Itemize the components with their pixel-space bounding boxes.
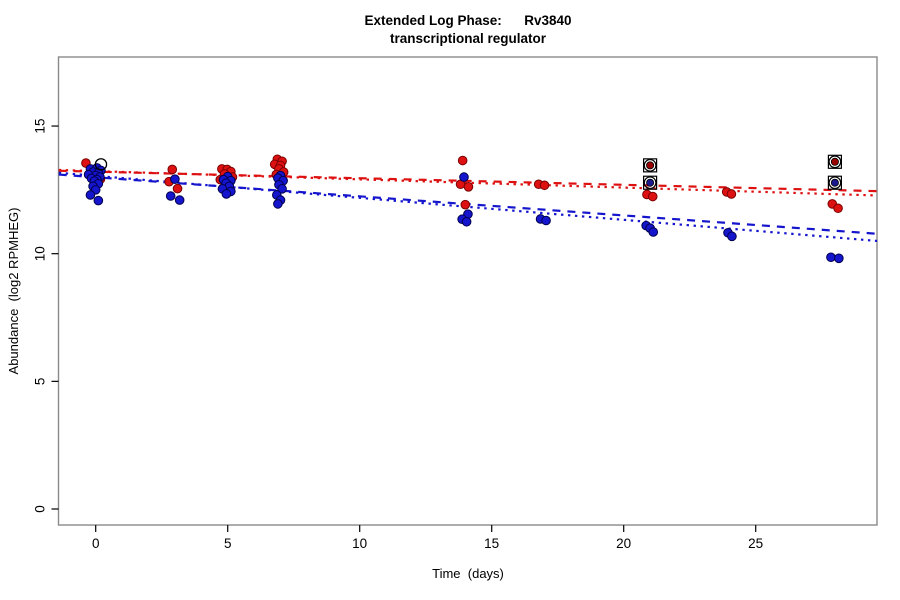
data-point-blue bbox=[277, 184, 287, 194]
x-tick-label: 10 bbox=[352, 536, 367, 551]
y-tick-label: 0 bbox=[33, 505, 48, 513]
data-point-blue bbox=[273, 199, 283, 209]
data-point-red bbox=[167, 164, 178, 175]
open-circle-marker bbox=[94, 158, 108, 171]
x-tick-label: 15 bbox=[484, 536, 499, 551]
trend-line-red-dashed bbox=[58, 169, 878, 193]
data-point-red bbox=[647, 191, 658, 202]
data-point-red bbox=[460, 199, 471, 210]
data-point-blue bbox=[648, 227, 659, 237]
data-point-blue bbox=[461, 216, 472, 227]
outlier-dot-marker bbox=[830, 157, 839, 166]
data-point-red bbox=[172, 183, 183, 194]
outlier-circle-marker bbox=[643, 158, 657, 172]
outlier-square-marker bbox=[827, 154, 843, 169]
data-point-blue bbox=[834, 253, 844, 264]
data-point-red bbox=[726, 189, 737, 199]
chart-title-line2: transcriptional regulator bbox=[389, 31, 547, 46]
data-point-red bbox=[833, 203, 843, 214]
outlier-square-marker bbox=[642, 158, 658, 173]
data-point-red bbox=[463, 182, 474, 192]
data-point-blue bbox=[727, 231, 737, 242]
x-axis-label: Time (days) bbox=[432, 566, 504, 581]
outlier-dot-marker bbox=[646, 161, 655, 170]
outlier-circle-marker bbox=[828, 155, 842, 169]
y-tick-label: 5 bbox=[33, 378, 48, 386]
data-point-blue bbox=[826, 252, 836, 263]
plot-box bbox=[57, 56, 878, 526]
data-point-blue bbox=[85, 190, 96, 200]
outlier-square-marker bbox=[642, 175, 658, 190]
outlier-dot-marker bbox=[830, 178, 839, 187]
outlier-circle-marker bbox=[828, 176, 842, 190]
data-point-red bbox=[539, 180, 550, 191]
data-point-blue bbox=[165, 191, 176, 201]
data-point-blue bbox=[459, 172, 469, 182]
y-tick-label: 15 bbox=[33, 119, 48, 134]
y-tick-label: 10 bbox=[33, 246, 48, 261]
x-tick-label: 0 bbox=[92, 536, 100, 551]
chart-title-line1: Extended Log Phase: Rv3840 bbox=[364, 13, 572, 28]
data-point-blue bbox=[170, 174, 180, 184]
outlier-square-marker bbox=[827, 175, 843, 190]
y-axis-label: Abundance (log2 RPMHEG) bbox=[6, 207, 21, 375]
x-tick-label: 5 bbox=[224, 536, 232, 551]
data-point-blue bbox=[221, 189, 232, 199]
data-point-blue bbox=[174, 195, 185, 205]
x-tick-label: 25 bbox=[748, 536, 763, 551]
data-point-red bbox=[457, 155, 468, 166]
data-point-blue bbox=[93, 195, 104, 206]
outlier-circle-marker bbox=[643, 176, 657, 190]
data-point-blue bbox=[541, 215, 551, 226]
outlier-dot-marker bbox=[646, 178, 655, 187]
x-tick-label: 20 bbox=[616, 536, 631, 551]
